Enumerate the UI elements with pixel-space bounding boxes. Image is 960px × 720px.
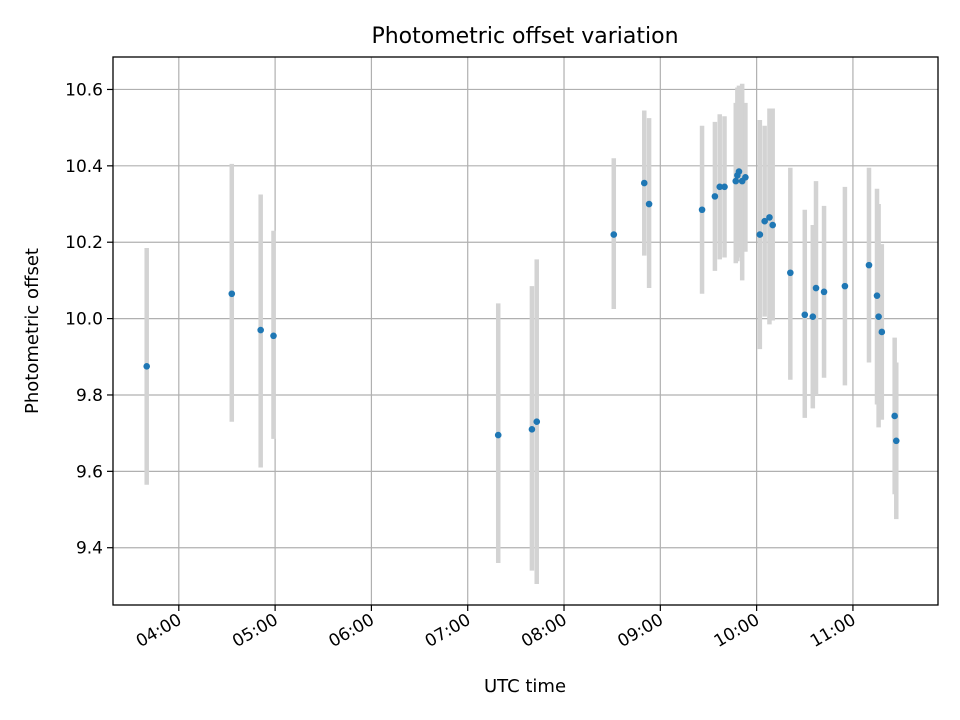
data-point	[143, 363, 151, 370]
chart-title: Photometric offset variation	[371, 24, 678, 49]
data-point	[270, 332, 277, 340]
y-tick-label: 9.4	[76, 539, 103, 559]
data-point	[766, 214, 773, 221]
x-tick-label: 06:00	[325, 610, 377, 652]
data-points	[143, 168, 900, 445]
data-point	[711, 193, 719, 200]
data-point	[735, 168, 743, 175]
data-point	[820, 288, 828, 296]
x-tick-label: 09:00	[614, 610, 666, 652]
data-point	[610, 231, 618, 238]
error-bars	[144, 83, 899, 584]
data-point	[769, 221, 776, 229]
data-point	[742, 173, 749, 181]
data-point	[812, 284, 820, 292]
data-point	[841, 282, 849, 290]
data-point	[891, 412, 898, 420]
x-tick-label: 10:00	[711, 610, 763, 652]
x-tick-label: 11:00	[807, 610, 859, 652]
data-point	[698, 206, 706, 214]
x-tick-label: 07:00	[422, 610, 474, 652]
data-point	[873, 292, 881, 299]
data-point	[878, 328, 886, 336]
data-point	[809, 313, 817, 320]
data-point	[865, 261, 873, 269]
data-point	[257, 326, 264, 334]
data-point	[787, 269, 794, 277]
data-point	[716, 183, 724, 191]
data-point	[494, 431, 502, 439]
data-point	[892, 437, 900, 445]
grid-lines	[113, 57, 938, 605]
data-point	[640, 179, 648, 187]
data-point	[721, 183, 728, 191]
data-point	[228, 290, 236, 298]
y-tick-label: 10.0	[65, 310, 103, 330]
y-tick-label: 9.6	[76, 462, 103, 482]
data-point	[528, 426, 536, 433]
y-tick-label: 9.8	[76, 386, 103, 406]
x-tick-label: 08:00	[518, 610, 570, 652]
y-tick-label: 10.4	[65, 157, 103, 177]
y-tick-label: 10.2	[65, 233, 103, 253]
data-point	[732, 177, 740, 185]
y-axis-label: Photometric offset	[22, 248, 43, 414]
data-point	[801, 311, 809, 319]
data-point	[533, 418, 541, 425]
x-axis-label: UTC time	[484, 676, 566, 697]
data-point	[645, 200, 653, 208]
data-point	[875, 313, 882, 320]
x-tick-label: 05:00	[229, 610, 281, 652]
x-tick-label: 04:00	[133, 610, 185, 652]
data-point	[756, 231, 764, 238]
y-tick-label: 10.6	[65, 80, 103, 100]
y-axis: 9.4 9.6 9.8 10.0 10.2 10.4 10.6	[65, 80, 113, 559]
data-point	[761, 217, 768, 225]
plot-frame	[112, 56, 939, 606]
x-axis: 04:00 05:00 06:00 07:00 08:00 09:00 10:00 11:00	[133, 605, 859, 652]
